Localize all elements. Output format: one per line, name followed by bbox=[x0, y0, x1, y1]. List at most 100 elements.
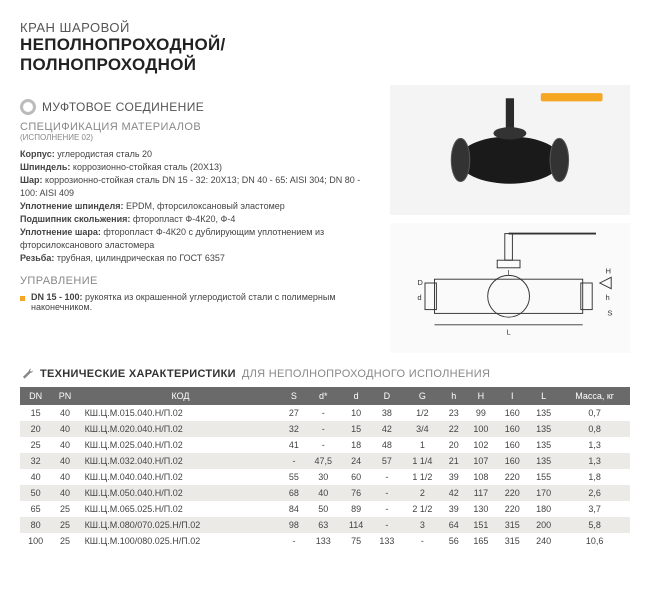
spec-value: трубная, цилиндрическая по ГОСТ 6357 bbox=[57, 253, 225, 263]
table-cell: 63 bbox=[305, 517, 340, 533]
table-cell: 5,8 bbox=[559, 517, 630, 533]
table-cell: 39 bbox=[442, 501, 465, 517]
table-header-cell: I bbox=[497, 387, 528, 405]
table-cell: КШ.Ц.М.020.040.Н/П.02 bbox=[79, 421, 283, 437]
table-cell: 57 bbox=[371, 453, 402, 469]
table-cell: 180 bbox=[528, 501, 559, 517]
table-cell: 60 bbox=[341, 469, 371, 485]
table-cell: КШ.Ц.М.040.040.Н/П.02 bbox=[79, 469, 283, 485]
control-label: DN 15 - 100: bbox=[31, 292, 83, 302]
table-cell: 117 bbox=[465, 485, 496, 501]
table-cell: - bbox=[282, 533, 305, 549]
table-row: 4040КШ.Ц.М.040.040.Н/П.02553060-1 1/2391… bbox=[20, 469, 630, 485]
table-cell: - bbox=[305, 405, 340, 421]
table-cell: 100 bbox=[20, 533, 51, 549]
spec-row: Уплотнение шпинделя: EPDM, фторсилоксано… bbox=[20, 200, 372, 213]
table-cell: 20 bbox=[442, 437, 465, 453]
table-cell: 40 bbox=[51, 485, 78, 501]
spec-row: Подшипник скольжения: фторопласт Ф-4К20,… bbox=[20, 213, 372, 226]
title-line1: КРАН ШАРОВОЙ bbox=[20, 20, 630, 35]
table-cell: 1 1/2 bbox=[403, 469, 443, 485]
table-header-cell: DN bbox=[20, 387, 51, 405]
table-cell: 98 bbox=[282, 517, 305, 533]
table-cell: 25 bbox=[51, 501, 78, 517]
table-cell: 55 bbox=[282, 469, 305, 485]
spec-label: Уплотнение шпинделя: bbox=[20, 201, 126, 211]
table-cell: 220 bbox=[497, 501, 528, 517]
svg-text:S: S bbox=[607, 309, 612, 318]
table-cell: 107 bbox=[465, 453, 496, 469]
table-cell: 68 bbox=[282, 485, 305, 501]
table-cell: 18 bbox=[341, 437, 371, 453]
table-header-cell: S bbox=[282, 387, 305, 405]
table-title-bold: ТЕХНИЧЕСКИЕ ХАРАКТЕРИСТИКИ bbox=[40, 368, 236, 380]
table-cell: 1,3 bbox=[559, 437, 630, 453]
table-cell: - bbox=[371, 501, 402, 517]
valve-icon bbox=[407, 88, 613, 211]
images-column: L l H h D d S bbox=[390, 85, 630, 353]
table-cell: 135 bbox=[528, 405, 559, 421]
table-cell: 42 bbox=[371, 421, 402, 437]
table-header-cell: G bbox=[403, 387, 443, 405]
table-cell: 100 bbox=[465, 421, 496, 437]
table-header-cell: PN bbox=[51, 387, 78, 405]
table-cell: 99 bbox=[465, 405, 496, 421]
table-cell: 42 bbox=[442, 485, 465, 501]
schematic-icon: L l H h D d S bbox=[406, 226, 615, 350]
table-cell: 38 bbox=[371, 405, 402, 421]
table-cell: 108 bbox=[465, 469, 496, 485]
control-item: DN 15 - 100: рукоятка из окрашенной угле… bbox=[20, 292, 372, 312]
table-cell: 133 bbox=[371, 533, 402, 549]
table-cell: 2 1/2 bbox=[403, 501, 443, 517]
table-cell: 315 bbox=[497, 533, 528, 549]
connection-subtitle: МУФТОВОЕ СОЕДИНЕНИЕ bbox=[42, 100, 204, 114]
table-cell: 2 bbox=[403, 485, 443, 501]
table-header-cell: d bbox=[341, 387, 371, 405]
table-header-cell: H bbox=[465, 387, 496, 405]
table-cell: 160 bbox=[497, 421, 528, 437]
spec-row: Уплотнение шара: фторопласт Ф-4К20 с дуб… bbox=[20, 226, 372, 252]
table-cell: КШ.Ц.М.025.040.Н/П.02 bbox=[79, 437, 283, 453]
table-header-row: DNPNКОДSd*dDGhHILМасса, кг bbox=[20, 387, 630, 405]
characteristics-table: DNPNКОДSd*dDGhHILМасса, кг 1540КШ.Ц.М.01… bbox=[20, 387, 630, 549]
table-cell: 135 bbox=[528, 437, 559, 453]
table-cell: 200 bbox=[528, 517, 559, 533]
table-cell: - bbox=[305, 421, 340, 437]
specs-column: МУФТОВОЕ СОЕДИНЕНИЕ СПЕЦИФИКАЦИЯ МАТЕРИА… bbox=[20, 85, 372, 353]
table-cell: 10 bbox=[341, 405, 371, 421]
svg-text:l: l bbox=[507, 269, 509, 278]
table-cell: 21 bbox=[442, 453, 465, 469]
table-header-cell: Масса, кг bbox=[559, 387, 630, 405]
table-cell: 135 bbox=[528, 421, 559, 437]
table-row: 2540КШ.Ц.М.025.040.Н/П.0241-184812010216… bbox=[20, 437, 630, 453]
table-cell: - bbox=[371, 485, 402, 501]
technical-drawing: L l H h D d S bbox=[390, 223, 630, 353]
bullet-icon bbox=[20, 296, 25, 301]
table-cell: 170 bbox=[528, 485, 559, 501]
table-cell: 130 bbox=[465, 501, 496, 517]
spec-row: Корпус: углеродистая сталь 20 bbox=[20, 148, 372, 161]
ring-icon bbox=[20, 99, 36, 115]
table-cell: 48 bbox=[371, 437, 402, 453]
table-cell: 240 bbox=[528, 533, 559, 549]
table-cell: 0,7 bbox=[559, 405, 630, 421]
spec-row: Шпиндель: коррозионно-стойкая сталь (20Х… bbox=[20, 161, 372, 174]
table-cell: 84 bbox=[282, 501, 305, 517]
svg-text:D: D bbox=[417, 278, 423, 287]
table-cell: 56 bbox=[442, 533, 465, 549]
table-cell: 133 bbox=[305, 533, 340, 549]
table-cell: КШ.Ц.М.032.040.Н/П.02 bbox=[79, 453, 283, 469]
table-cell: 89 bbox=[341, 501, 371, 517]
table-body: 1540КШ.Ц.М.015.040.Н/П.0227-10381/223991… bbox=[20, 405, 630, 549]
table-cell: 220 bbox=[497, 469, 528, 485]
table-cell: 50 bbox=[20, 485, 51, 501]
table-cell: КШ.Ц.М.080/070.025.Н/П.02 bbox=[79, 517, 283, 533]
table-cell: 102 bbox=[465, 437, 496, 453]
svg-text:L: L bbox=[506, 328, 510, 337]
spec-label: Резьба: bbox=[20, 253, 57, 263]
table-cell: 27 bbox=[282, 405, 305, 421]
table-cell: 40 bbox=[305, 485, 340, 501]
page-title: КРАН ШАРОВОЙ НЕПОЛНОПРОХОДНОЙ/ ПОЛНОПРОХ… bbox=[20, 20, 630, 75]
svg-text:H: H bbox=[605, 267, 610, 276]
table-cell: 220 bbox=[497, 485, 528, 501]
